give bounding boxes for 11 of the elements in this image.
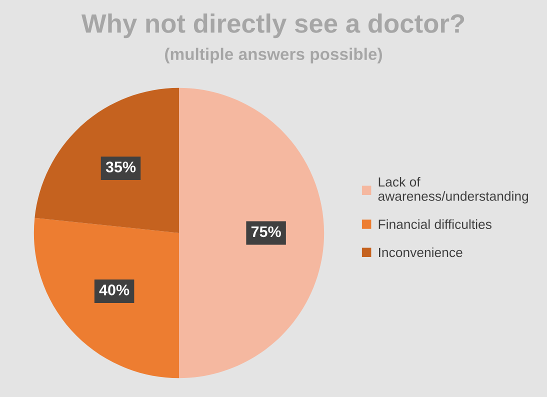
- legend-label: Lack of awareness/understanding: [378, 176, 528, 204]
- pie-slice: [34, 218, 179, 378]
- data-label: 35%: [106, 162, 136, 172]
- chart-title: Why not directly see a doctor?: [81, 14, 464, 38]
- legend-label: Inconvenience: [379, 247, 462, 258]
- chart-subtitle: (multiple answers possible): [165, 48, 382, 64]
- pie-slice: [179, 88, 324, 378]
- pie-slice: [34, 88, 179, 233]
- legend-label: Financial difficulties: [378, 219, 492, 229]
- data-label: 75%: [251, 226, 281, 238]
- data-label: 40%: [99, 284, 130, 296]
